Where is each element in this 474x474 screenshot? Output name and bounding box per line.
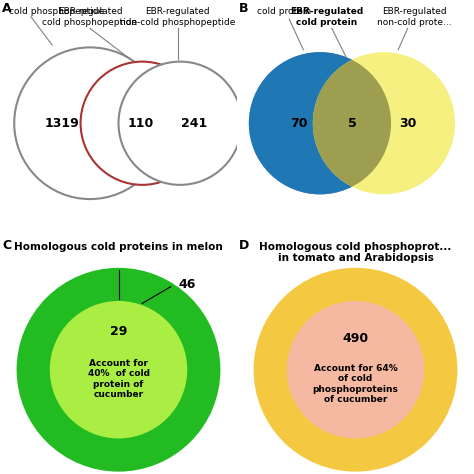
Text: Homologous cold proteins in melon: Homologous cold proteins in melon [14, 242, 223, 252]
Circle shape [287, 301, 424, 438]
Circle shape [118, 62, 242, 185]
Text: 110: 110 [128, 117, 154, 130]
Text: Account for
40%  of cold
protein of
cucumber: Account for 40% of cold protein of cucum… [88, 359, 149, 399]
Text: cold phosphopeptide: cold phosphopeptide [9, 7, 105, 16]
Text: 5: 5 [347, 117, 356, 130]
Circle shape [249, 52, 391, 194]
Circle shape [81, 62, 204, 185]
Text: B: B [239, 2, 249, 15]
Text: 241: 241 [181, 117, 208, 130]
Circle shape [14, 47, 166, 199]
Circle shape [249, 52, 391, 194]
Text: 70: 70 [290, 117, 307, 130]
Text: 30: 30 [399, 117, 416, 130]
Text: EBR-regulated
non-cold phosphopeptide: EBR-regulated non-cold phosphopeptide [120, 7, 236, 27]
Text: C: C [2, 239, 11, 252]
Text: EBR-regulated
cold protein: EBR-regulated cold protein [291, 7, 364, 27]
Text: 46: 46 [179, 278, 196, 291]
Text: 1319: 1319 [44, 117, 79, 130]
Text: Homologous cold phosphoprot...
in tomato and Arabidopsis: Homologous cold phosphoprot... in tomato… [259, 242, 452, 264]
Circle shape [50, 301, 187, 438]
Text: Account for 64%
of cold
phosphoproteins
of cucumber: Account for 64% of cold phosphoproteins … [312, 364, 399, 404]
Circle shape [313, 52, 455, 194]
Text: 29: 29 [110, 325, 127, 338]
Text: 490: 490 [342, 332, 369, 346]
Text: D: D [239, 239, 250, 252]
Text: A: A [2, 2, 12, 15]
Text: cold protein: cold protein [257, 7, 311, 16]
Circle shape [313, 52, 455, 194]
Text: EBR-regulated
non-cold prote...: EBR-regulated non-cold prote... [377, 7, 452, 27]
Text: EBR-regulated
cold phosphopeptide: EBR-regulated cold phosphopeptide [43, 7, 137, 27]
Circle shape [254, 268, 457, 472]
Circle shape [17, 268, 220, 472]
